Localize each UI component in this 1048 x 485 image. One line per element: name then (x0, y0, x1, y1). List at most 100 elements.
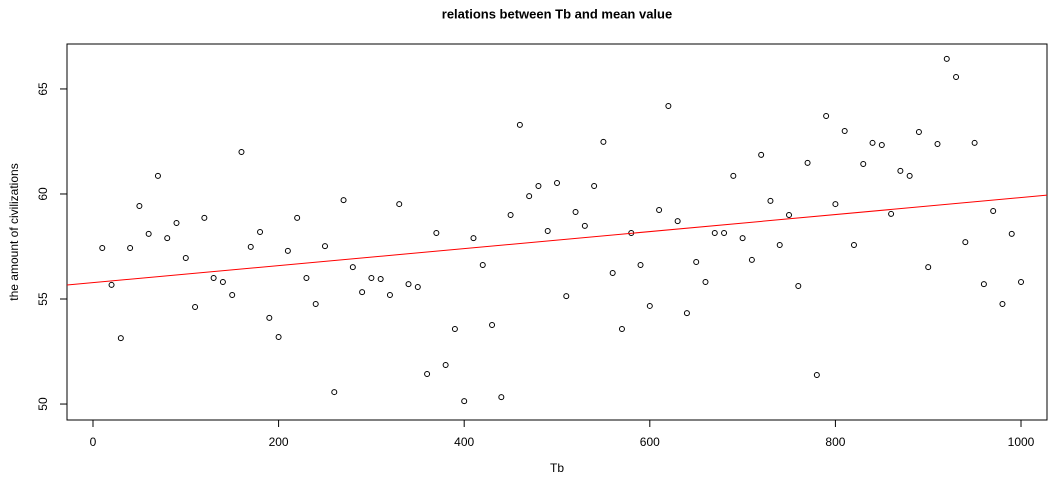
point (154, 172, 161, 179)
point (925, 264, 932, 271)
point (442, 361, 449, 368)
point (767, 197, 774, 204)
chart-title: relations between Tb and mean value (442, 6, 672, 21)
point (359, 289, 366, 296)
point (516, 121, 523, 128)
point (340, 197, 347, 204)
point (980, 281, 987, 288)
point (1018, 278, 1025, 285)
point (164, 235, 171, 242)
y-tick-label: 65 (36, 82, 50, 96)
point (414, 284, 421, 291)
point (739, 235, 746, 242)
x-tick-label: 0 (90, 435, 97, 449)
point (572, 209, 579, 216)
point (962, 239, 969, 246)
point (888, 210, 895, 217)
point (238, 148, 245, 155)
point (368, 275, 375, 282)
point (136, 202, 143, 209)
point (461, 398, 468, 405)
point (915, 129, 922, 136)
point (813, 372, 820, 379)
point (711, 230, 718, 237)
point (618, 326, 625, 333)
point (386, 292, 393, 299)
point (600, 138, 607, 145)
point (878, 142, 885, 149)
point (173, 219, 180, 226)
point (795, 282, 802, 289)
point (730, 172, 737, 179)
point (145, 230, 152, 237)
point (591, 182, 598, 189)
point (303, 275, 310, 282)
point (971, 139, 978, 146)
point (748, 256, 755, 263)
point (609, 269, 616, 276)
point (127, 244, 134, 251)
point (535, 182, 542, 189)
point (758, 151, 765, 158)
point (377, 276, 384, 283)
y-axis-label: the amount of civilizations (7, 163, 21, 300)
point (424, 370, 431, 377)
point (850, 242, 857, 249)
point (451, 326, 458, 333)
point (219, 278, 226, 285)
point (210, 275, 217, 282)
point (321, 243, 328, 250)
trend-line (66, 194, 1048, 286)
point (489, 322, 496, 329)
point (294, 214, 301, 221)
point (479, 261, 486, 268)
point (312, 301, 319, 308)
x-tick-label: 200 (269, 435, 289, 449)
point (832, 201, 839, 208)
point (683, 310, 690, 317)
point (934, 140, 941, 147)
point (201, 214, 208, 221)
point (247, 243, 254, 250)
point (266, 314, 273, 321)
point (953, 73, 960, 80)
x-tick-label: 400 (454, 435, 474, 449)
point (507, 211, 514, 218)
point (229, 292, 236, 299)
y-tick-label: 60 (36, 187, 50, 201)
x-tick-label: 600 (640, 435, 660, 449)
y-tick-label: 50 (36, 397, 50, 411)
point (990, 207, 997, 214)
point (674, 218, 681, 225)
point (804, 159, 811, 166)
x-tick-label: 1000 (1008, 435, 1035, 449)
point (943, 55, 950, 62)
point (999, 301, 1006, 308)
point (99, 244, 106, 251)
point (823, 113, 830, 120)
point (192, 303, 199, 310)
point (405, 281, 412, 288)
point (349, 264, 356, 271)
point (776, 242, 783, 249)
point (693, 259, 700, 266)
point (637, 261, 644, 268)
point (526, 193, 533, 200)
point (581, 222, 588, 229)
point (721, 230, 728, 237)
point (554, 180, 560, 187)
point (860, 160, 867, 167)
point (646, 302, 653, 309)
point (396, 201, 403, 208)
point (841, 127, 848, 134)
point (869, 139, 876, 146)
point (182, 255, 189, 262)
point (906, 172, 913, 179)
point (563, 293, 570, 300)
point (702, 278, 709, 285)
plot-box (66, 43, 1048, 421)
y-tick-label: 55 (36, 292, 50, 306)
point (470, 235, 477, 242)
point (544, 227, 551, 234)
